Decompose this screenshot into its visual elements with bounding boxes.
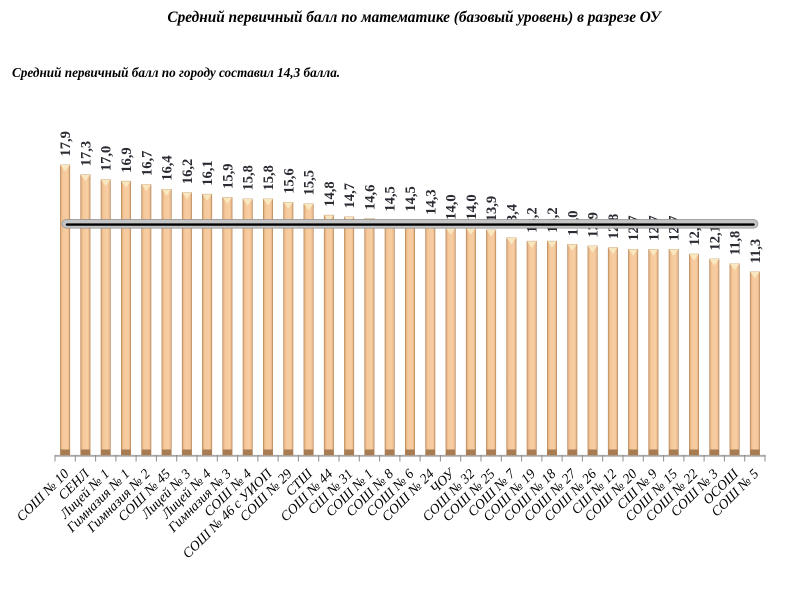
svg-text:14,5: 14,5 [383,186,399,211]
svg-text:14,0: 14,0 [464,194,480,219]
svg-text:16,2: 16,2 [180,159,196,184]
svg-text:14,0: 14,0 [444,194,460,219]
svg-text:15,8: 15,8 [241,165,257,190]
svg-text:12,1: 12,1 [707,225,723,250]
svg-text:15,5: 15,5 [302,170,318,195]
svg-text:11,8: 11,8 [728,231,744,256]
svg-text:11,3: 11,3 [748,239,764,264]
svg-text:15,8: 15,8 [261,165,277,190]
svg-text:16,1: 16,1 [200,160,216,185]
svg-text:13,9: 13,9 [484,196,500,221]
svg-text:17,9: 17,9 [58,131,74,156]
svg-text:16,7: 16,7 [139,151,155,176]
svg-text:14,7: 14,7 [342,183,358,208]
svg-text:17,0: 17,0 [99,146,115,171]
svg-text:16,9: 16,9 [119,147,135,172]
svg-text:14,8: 14,8 [322,181,338,206]
svg-text:15,6: 15,6 [281,168,297,193]
svg-text:14,6: 14,6 [362,185,378,210]
svg-text:15,9: 15,9 [220,164,236,189]
svg-text:Средний первичный балл по горо: Средний первичный балл по городу состави… [12,65,340,80]
svg-text:17,3: 17,3 [78,141,94,166]
svg-text:Средний первичный балл по мате: Средний первичный балл по математике (ба… [167,9,663,26]
svg-text:16,4: 16,4 [160,155,176,180]
svg-text:14,3: 14,3 [423,189,439,214]
svg-text:14,5: 14,5 [403,186,419,211]
